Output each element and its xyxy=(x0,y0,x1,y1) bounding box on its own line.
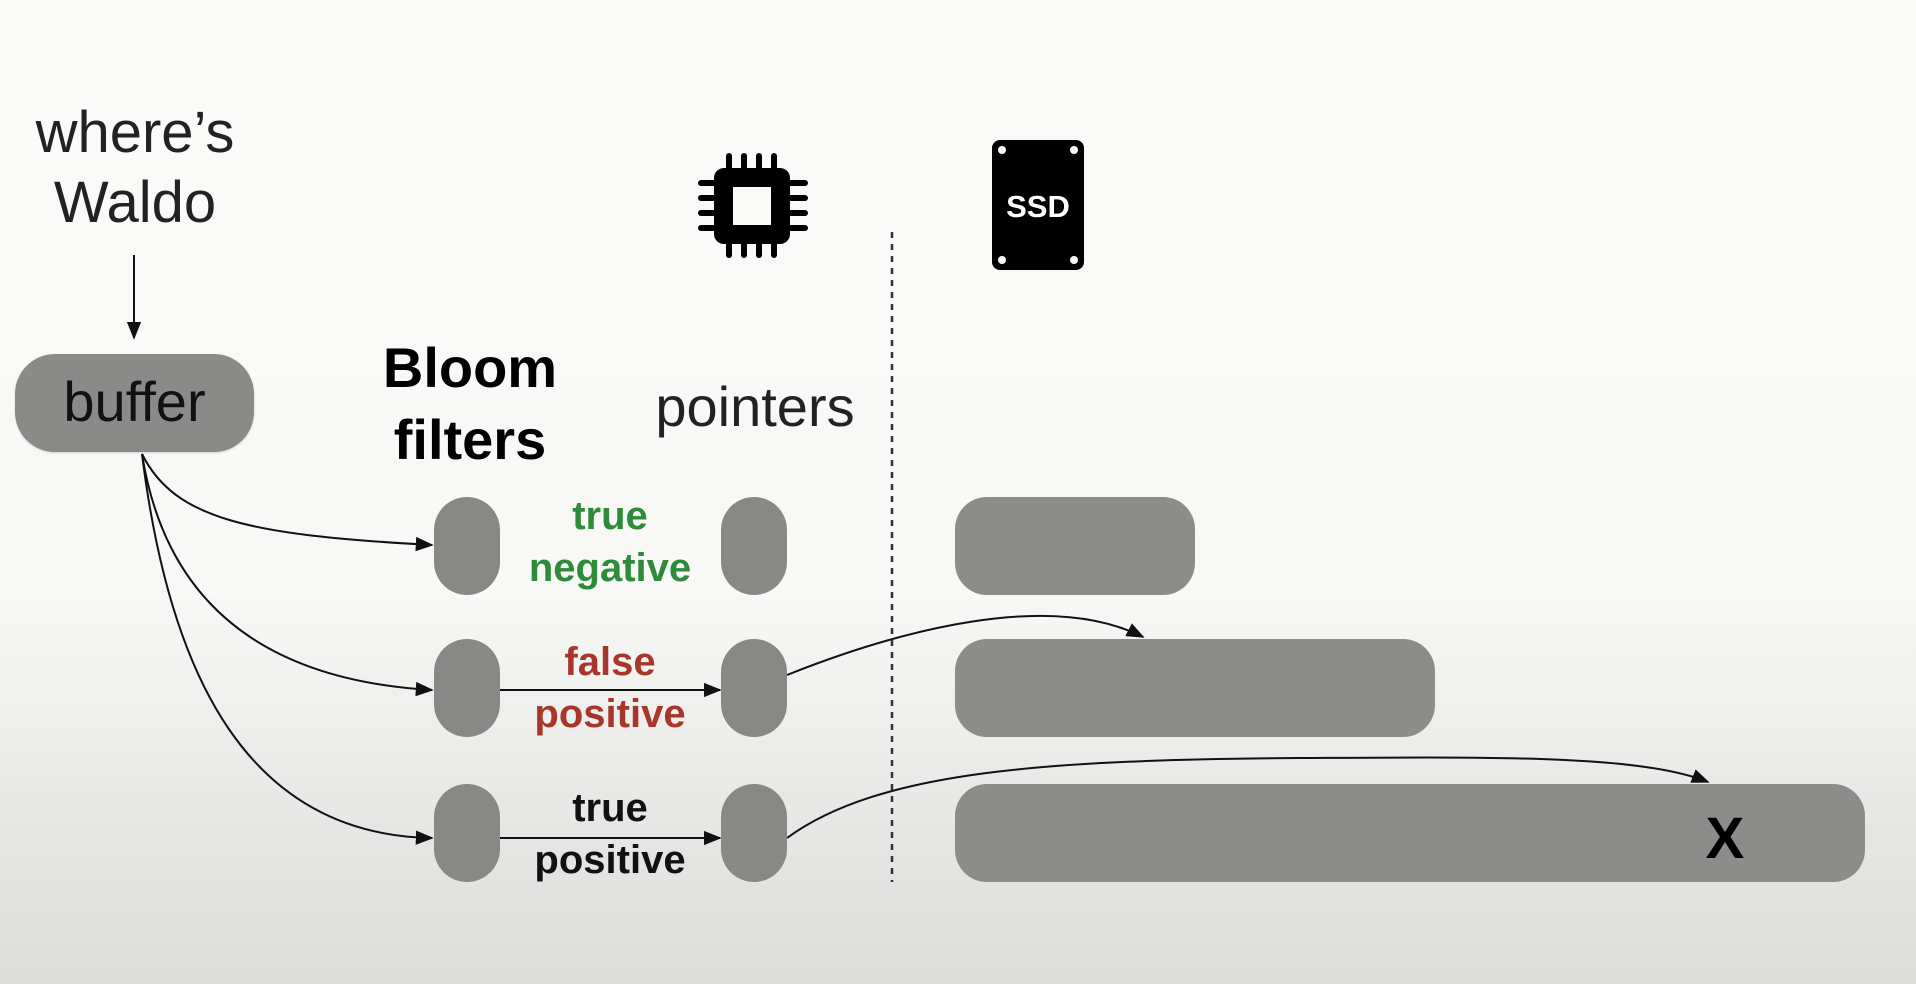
bloom-filter-1 xyxy=(434,497,500,595)
case-2-line-1: false xyxy=(564,640,656,684)
buffer-box xyxy=(15,354,254,452)
ssd-run-1 xyxy=(955,497,1195,595)
pointers-heading: pointers xyxy=(655,375,855,438)
ssd-run-2 xyxy=(955,639,1435,737)
case-3-line-2: positive xyxy=(534,838,686,882)
bloom-filters-heading: Bloom filters xyxy=(360,332,580,476)
query-line-2: Waldo xyxy=(53,170,217,235)
ssd-drive-icon: SSD xyxy=(992,140,1084,270)
query-line-1: where’s xyxy=(35,100,235,165)
case-2-line-2: positive xyxy=(534,692,686,736)
waldo-location-mark: X xyxy=(1705,806,1745,871)
case-true-positive-label: true positive xyxy=(490,782,730,886)
bloom-filter-3 xyxy=(434,784,500,882)
buffer-to-filter-3-arrow xyxy=(141,453,434,845)
buffer-to-filter-2-arrow xyxy=(141,453,434,697)
pointer-to-run-3-arrow xyxy=(786,756,1710,839)
buffer-label: buffer xyxy=(63,370,206,433)
pointer-3 xyxy=(721,784,787,882)
ssd-run-3 xyxy=(955,784,1865,882)
pointer-to-run-2-arrow xyxy=(786,614,1145,676)
case-3-line-1: true xyxy=(572,786,648,830)
cpu-chip-icon xyxy=(698,153,808,258)
bloom-heading-line-2: filters xyxy=(393,408,547,471)
case-false-positive-label: false positive xyxy=(490,636,730,740)
query-label: where’s Waldo xyxy=(20,98,250,238)
case-1-line-1: true xyxy=(572,494,648,538)
pointer-1 xyxy=(721,497,787,595)
buffer-to-filter-1-arrow xyxy=(141,453,434,552)
case-true-negative-label: true negative xyxy=(490,490,730,594)
bloom-filter-2 xyxy=(434,639,500,737)
case-1-line-2: negative xyxy=(528,546,692,590)
bloom-heading-line-1: Bloom xyxy=(382,336,558,399)
pointer-2 xyxy=(721,639,787,737)
ssd-label: SSD xyxy=(1006,189,1070,224)
